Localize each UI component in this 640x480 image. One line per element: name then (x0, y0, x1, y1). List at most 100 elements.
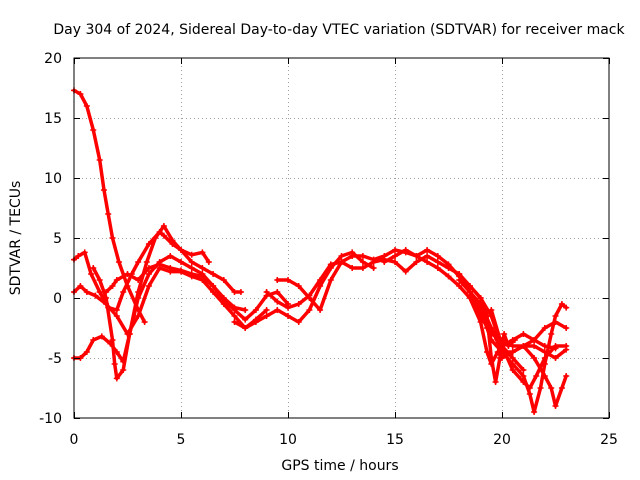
data-point (509, 355, 516, 361)
y-axis-label: SDTVAR / TECUs (8, 181, 24, 296)
data-point (135, 289, 142, 295)
data-point (263, 313, 270, 319)
data-point (563, 304, 570, 311)
data-point (88, 271, 95, 277)
data-point (205, 259, 212, 265)
data-point (145, 241, 152, 247)
data-point (511, 337, 518, 343)
data-point (143, 259, 150, 265)
data-point (90, 127, 97, 133)
data-point (531, 337, 538, 343)
data-point (317, 277, 324, 283)
data-point (274, 277, 281, 283)
data-point (552, 319, 559, 325)
data-point (413, 259, 420, 265)
data-point (434, 253, 441, 259)
data-point (242, 307, 249, 313)
y-tick-label: 5 (53, 231, 62, 247)
data-point (141, 319, 148, 325)
data-point (381, 259, 388, 265)
data-point (327, 277, 334, 283)
data-point (445, 273, 452, 280)
data-point (188, 271, 195, 277)
data-point (392, 247, 398, 253)
data-point (90, 265, 97, 271)
data-point (242, 325, 249, 331)
y-tick-label: 15 (44, 111, 62, 127)
data-point (77, 283, 84, 289)
data-point (552, 403, 559, 409)
data-point (484, 313, 491, 319)
data-point (520, 331, 527, 337)
data-point (558, 301, 565, 307)
data-point (456, 277, 463, 283)
data-point (210, 271, 217, 277)
x-axis-label: GPS time / hours (281, 458, 398, 474)
data-point (338, 253, 345, 259)
data-point (242, 316, 249, 323)
data-point (434, 259, 441, 265)
data-point (509, 367, 516, 373)
data-point (120, 367, 127, 373)
data-point (263, 289, 270, 295)
data-point (526, 391, 533, 397)
series-trace-7 (231, 249, 377, 331)
data-point (424, 247, 431, 253)
data-point (81, 249, 88, 256)
data-point (548, 385, 555, 391)
data-point (520, 379, 527, 385)
data-point (359, 253, 366, 259)
data-point (392, 259, 398, 265)
data-point (349, 253, 356, 259)
data-point (126, 331, 133, 337)
data-point (199, 265, 206, 271)
series-trace-13 (477, 307, 570, 409)
data-point (210, 289, 217, 295)
data-point (531, 409, 538, 415)
data-point (83, 289, 90, 295)
data-point (370, 265, 377, 271)
data-point (124, 271, 131, 277)
data-point (105, 211, 112, 217)
data-series (71, 87, 570, 415)
data-point (109, 337, 116, 343)
data-point (135, 277, 142, 283)
data-point (103, 289, 110, 295)
x-axis-tick-labels: 0 5 10 15 20 25 (70, 432, 618, 448)
data-point (152, 235, 159, 241)
data-point (160, 232, 167, 239)
data-point (531, 343, 538, 349)
y-tick-label: -5 (48, 351, 62, 367)
data-point (456, 283, 463, 289)
data-point (178, 267, 184, 274)
series-trace (91, 224, 243, 381)
data-point (327, 261, 334, 268)
data-point (113, 277, 120, 283)
data-point (548, 331, 555, 337)
data-point (541, 343, 548, 349)
data-point (188, 251, 195, 258)
x-tick-label: 10 (279, 432, 297, 448)
data-point (111, 361, 118, 367)
data-point (434, 265, 441, 271)
data-point (96, 277, 103, 283)
data-point (563, 343, 570, 349)
data-point (120, 289, 127, 295)
data-point (96, 157, 103, 163)
axis-ticks (74, 58, 610, 419)
data-point (445, 261, 452, 268)
data-point (338, 259, 345, 265)
series-trace-14 (488, 307, 570, 391)
data-point (113, 313, 120, 319)
data-point (563, 373, 570, 379)
data-point (113, 307, 120, 313)
y-tick-label: 0 (53, 291, 62, 307)
x-tick-label: 0 (70, 432, 79, 448)
series-trace-5 (90, 223, 244, 382)
x-tick-label: 15 (386, 432, 404, 448)
data-point (83, 349, 90, 355)
data-point (402, 247, 409, 253)
data-point (552, 355, 559, 361)
data-point (477, 307, 484, 313)
